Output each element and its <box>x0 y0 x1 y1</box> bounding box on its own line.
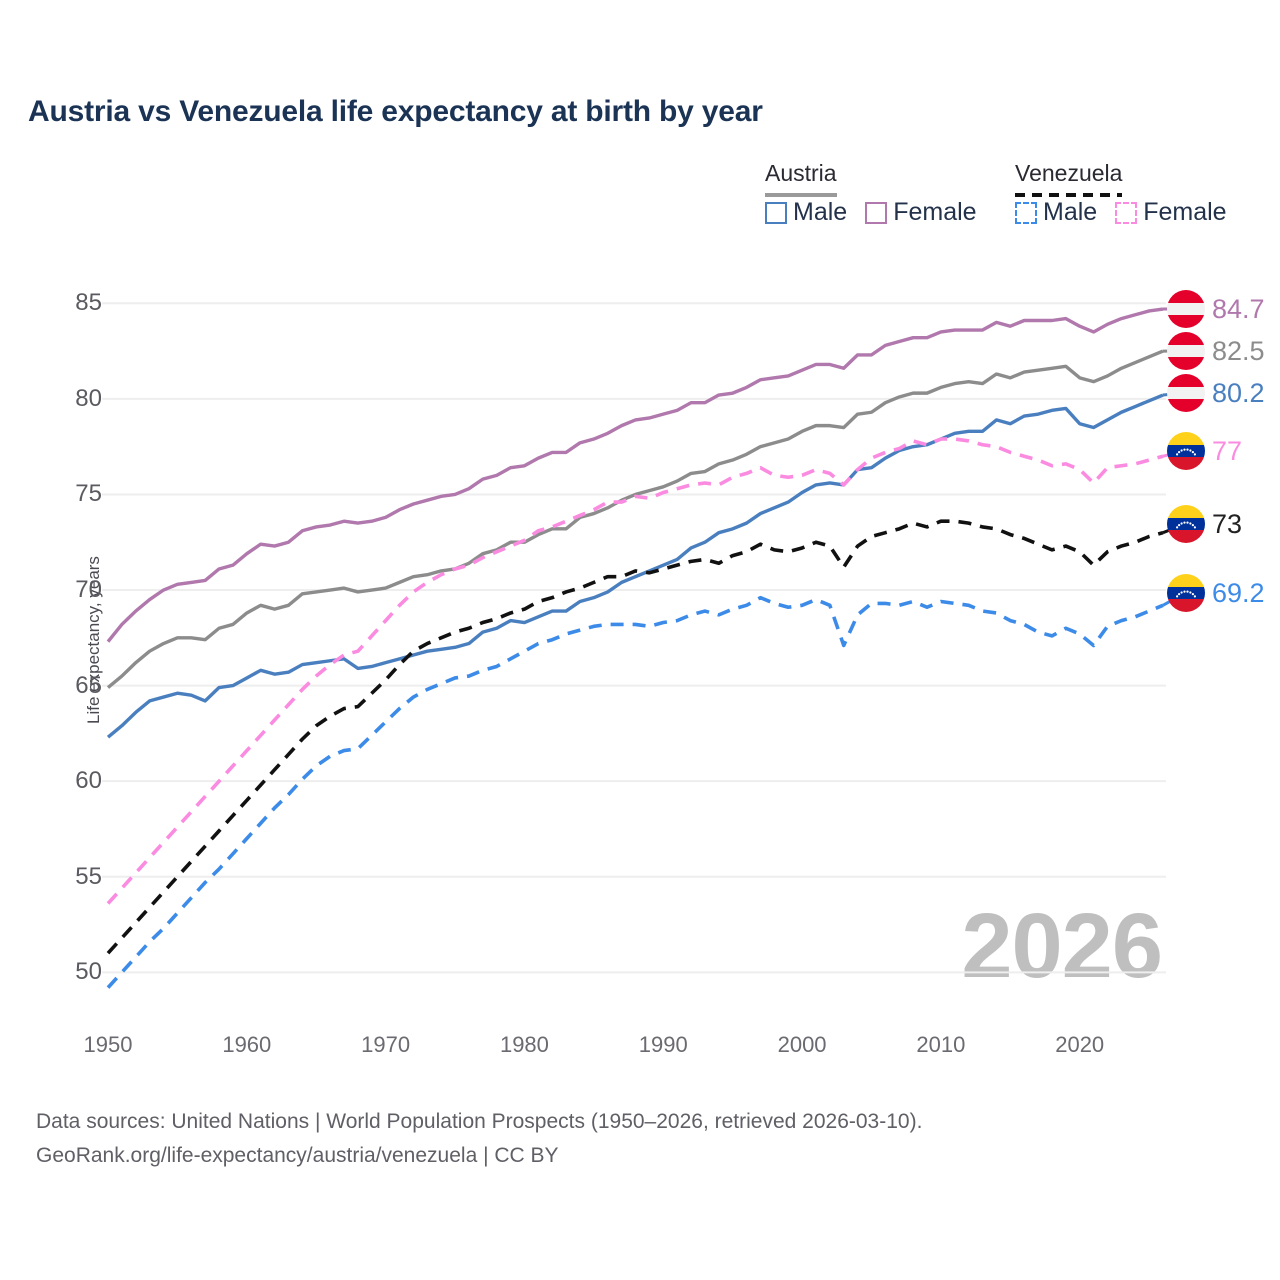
austria-flag-icon <box>1167 374 1205 412</box>
end-label-2: 82.5 <box>1167 332 1265 370</box>
series-line-austria-total <box>106 349 1164 689</box>
x-tick-label: 1980 <box>499 1032 549 1057</box>
series-line-venezuela-male <box>106 595 1164 989</box>
year-watermark: 2026 <box>961 895 1163 997</box>
end-label-value: 69.2 <box>1212 577 1265 608</box>
x-tick-label: 2020 <box>1055 1032 1105 1057</box>
x-tick-label: 1950 <box>83 1032 133 1057</box>
end-label-value: 77 <box>1212 435 1243 466</box>
legend-group-venezuela: Venezuela Male Female <box>1015 160 1227 226</box>
y-tick-label: 65 <box>75 671 102 699</box>
end-label-5: 73 <box>1167 505 1242 543</box>
end-label-4: 77 <box>1167 432 1242 470</box>
series-line-venezuela-female <box>106 437 1164 905</box>
y-tick-label: 60 <box>75 767 102 795</box>
legend-item-venezuela-female[interactable]: Female <box>1115 198 1227 227</box>
page-title: Austria vs Venezuela life expectancy at … <box>28 95 763 128</box>
y-tick-label: 50 <box>75 958 102 986</box>
end-label-6: 69.2 <box>1167 574 1265 612</box>
series-line-venezuela-total <box>106 519 1164 955</box>
chart-legend: Austria Male Female Venezuela Male <box>760 160 1255 245</box>
legend-item-austria-female[interactable]: Female <box>865 198 977 227</box>
legend-swatch-venezuela-female <box>1115 201 1138 224</box>
footer-line-sources: Data sources: United Nations | World Pop… <box>36 1110 923 1133</box>
x-tick-label: 1970 <box>361 1032 411 1057</box>
y-tick-label: 55 <box>75 862 102 890</box>
y-tick-label: 75 <box>75 480 102 508</box>
legend-country-venezuela: Venezuela <box>1015 160 1123 186</box>
legend-country-austria: Austria <box>765 160 837 186</box>
legend-rule-austria <box>765 193 837 197</box>
series-line-austria-female <box>106 307 1164 643</box>
legend-label-austria-male: Male <box>793 198 848 226</box>
y-tick-label: 70 <box>75 576 102 604</box>
x-tick-label: 2000 <box>777 1032 827 1057</box>
end-label-1: 84.7 <box>1167 290 1265 328</box>
y-tick-label: 80 <box>75 384 102 412</box>
venezuela-flag-icon <box>1167 432 1205 470</box>
venezuela-flag-icon <box>1167 574 1205 612</box>
x-tick-label: 1990 <box>638 1032 688 1057</box>
legend-swatch-venezuela-male <box>1015 201 1037 224</box>
series-line-austria-male <box>106 393 1164 739</box>
x-tick-label: 2010 <box>916 1032 966 1057</box>
end-label-value: 80.2 <box>1212 377 1265 408</box>
legend-group-austria: Austria Male Female <box>765 160 977 226</box>
y-axis-ticks: 50 55 60 65 70 75 80 85 <box>0 0 102 1280</box>
end-label-3: 80.2 <box>1167 374 1265 412</box>
legend-rule-venezuela <box>1015 193 1123 197</box>
x-tick-label: 1960 <box>222 1032 272 1057</box>
legend-item-austria-male[interactable]: Male <box>765 198 847 227</box>
end-label-value: 82.5 <box>1212 335 1265 366</box>
end-label-value: 84.7 <box>1212 293 1265 324</box>
austria-flag-icon <box>1167 290 1205 328</box>
venezuela-flag-icon <box>1167 505 1205 543</box>
legend-item-venezuela-male[interactable]: Male <box>1015 198 1097 227</box>
footer-line-link: GeoRank.org/life-expectancy/austria/vene… <box>36 1143 559 1167</box>
legend-label-venezuela-female: Female <box>1143 198 1227 226</box>
austria-flag-icon <box>1167 332 1205 370</box>
legend-label-venezuela-male: Male <box>1043 198 1098 226</box>
y-tick-label: 85 <box>75 289 102 317</box>
end-label-value: 73 <box>1212 508 1243 539</box>
legend-label-austria-female: Female <box>893 198 977 226</box>
legend-swatch-austria-female <box>865 201 888 224</box>
chart-footer: Data sources: United Nations | World Pop… <box>36 1105 922 1172</box>
legend-swatch-austria-male <box>765 201 787 224</box>
